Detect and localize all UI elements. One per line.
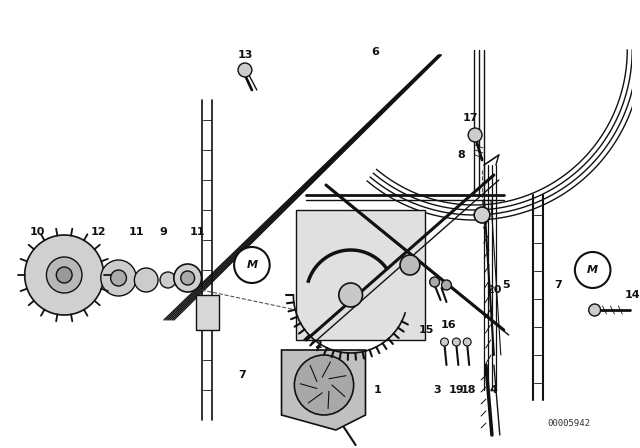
Text: 12: 12	[91, 227, 106, 237]
Circle shape	[111, 270, 127, 286]
Circle shape	[100, 260, 136, 296]
Text: 2: 2	[314, 340, 322, 350]
Text: 10: 10	[30, 227, 45, 237]
Text: 18: 18	[460, 385, 476, 395]
Text: M: M	[587, 265, 598, 275]
Text: 14: 14	[625, 290, 640, 300]
Text: 8: 8	[458, 150, 465, 160]
Circle shape	[575, 252, 611, 288]
Text: 9: 9	[159, 227, 167, 237]
Circle shape	[474, 207, 490, 223]
Circle shape	[463, 338, 471, 346]
Text: 1: 1	[374, 385, 381, 395]
Circle shape	[25, 235, 104, 315]
Circle shape	[452, 338, 460, 346]
Circle shape	[56, 267, 72, 283]
Circle shape	[238, 63, 252, 77]
Text: 6: 6	[371, 47, 380, 57]
Text: 5: 5	[502, 280, 509, 290]
Text: 4: 4	[490, 385, 498, 395]
Text: 16: 16	[441, 320, 456, 330]
Text: 11: 11	[190, 227, 205, 237]
Circle shape	[160, 272, 176, 288]
Polygon shape	[282, 350, 365, 430]
Text: 11: 11	[129, 227, 144, 237]
Text: 20: 20	[486, 285, 502, 295]
Circle shape	[234, 247, 269, 283]
Text: 3: 3	[434, 385, 442, 395]
Text: 19: 19	[449, 385, 464, 395]
Text: 00005942: 00005942	[548, 419, 591, 428]
Circle shape	[440, 338, 449, 346]
Polygon shape	[296, 210, 425, 340]
Text: M: M	[246, 260, 257, 270]
Circle shape	[468, 128, 482, 142]
Circle shape	[442, 280, 451, 290]
Text: 7: 7	[554, 280, 562, 290]
Polygon shape	[196, 295, 220, 330]
Circle shape	[174, 264, 202, 292]
Text: 7: 7	[238, 370, 246, 380]
Circle shape	[180, 271, 195, 285]
Circle shape	[294, 355, 354, 415]
Circle shape	[47, 257, 82, 293]
Text: 17: 17	[463, 113, 478, 123]
Text: 13: 13	[237, 50, 253, 60]
Circle shape	[429, 277, 440, 287]
Circle shape	[589, 304, 600, 316]
Text: 15: 15	[419, 325, 435, 335]
Circle shape	[339, 283, 362, 307]
Circle shape	[134, 268, 158, 292]
Circle shape	[400, 255, 420, 275]
